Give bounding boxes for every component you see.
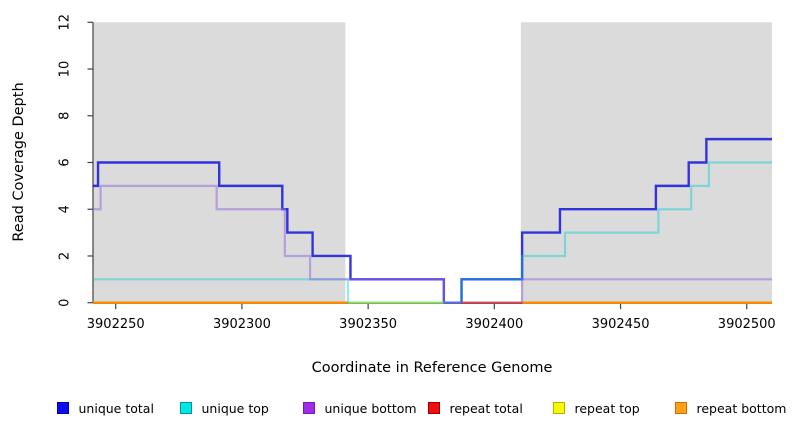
x-tick-label: 3902300 bbox=[213, 317, 271, 332]
y-tick-label: 2 bbox=[58, 252, 73, 260]
series-line-unique-top bbox=[93, 161, 772, 304]
repeat-region-right bbox=[520, 22, 772, 303]
x-tick-label: 3902400 bbox=[465, 317, 523, 332]
x-tick-label: 3902350 bbox=[339, 317, 397, 332]
x-tick-label: 3902500 bbox=[718, 317, 776, 332]
y-tick-label: 6 bbox=[58, 158, 73, 166]
y-tick-label: 12 bbox=[58, 14, 73, 31]
x-tick-label: 3902450 bbox=[592, 317, 650, 332]
y-axis-title: Read Coverage Depth bbox=[11, 82, 27, 242]
y-tick-label: 8 bbox=[58, 112, 73, 120]
y-tick-label: 4 bbox=[58, 205, 73, 213]
x-tick-label: 3902250 bbox=[87, 317, 145, 332]
y-tick-label: 10 bbox=[58, 61, 73, 78]
x-axis-title: Coordinate in Reference Genome bbox=[311, 360, 553, 376]
y-tick-label: 0 bbox=[58, 299, 73, 307]
